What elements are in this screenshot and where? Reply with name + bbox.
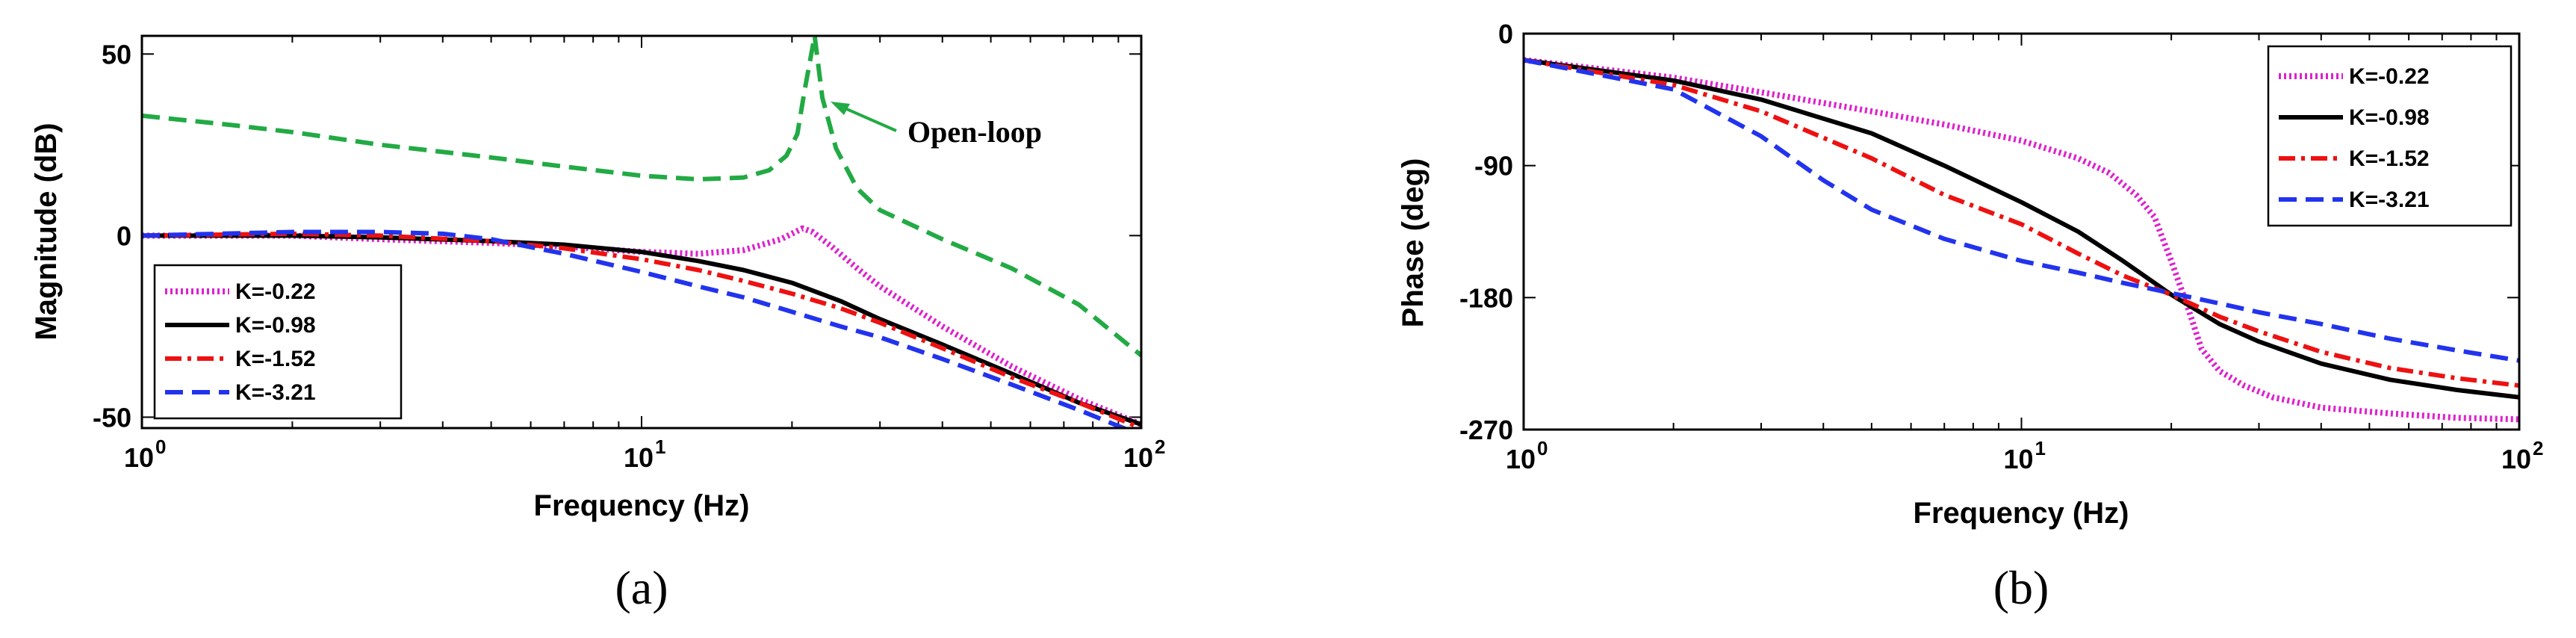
x-tick-label: 10 0 xyxy=(124,436,166,473)
legend-entry-k-321: K=-3.21 xyxy=(165,380,316,405)
x-tick-label: 10 2 xyxy=(2501,437,2543,474)
x-tick-label-base: 10 xyxy=(1506,444,1536,474)
x-tick-label-base: 10 xyxy=(2003,444,2033,474)
series-open-loop xyxy=(142,36,1141,358)
chart-a-frame xyxy=(140,34,1143,430)
chart-b-legend: K=-0.22 K=-0.98 K=-1.52 K=-3.21 xyxy=(2267,45,2513,227)
legend-entry-k-321: K=-3.21 xyxy=(2279,188,2430,212)
legend-entry-k-022: K=-0.22 xyxy=(2279,64,2430,89)
chart-a: 500-50 10 0 10 1 10 2 Frequency (Hz) Magnitud… xyxy=(30,34,1165,614)
legend-label-k-152: K=-1.52 xyxy=(235,347,316,371)
legend-label-k-321: K=-3.21 xyxy=(2349,188,2430,212)
chart-b-ylabel: Phase (deg) xyxy=(1397,158,1430,328)
x-tick-label: 10 2 xyxy=(1123,436,1165,473)
series-k-1-52 xyxy=(1524,58,2519,388)
x-tick-label-exponent: 0 xyxy=(155,436,166,458)
y-tick-label: 0 xyxy=(117,220,131,251)
x-tick-label: 10 1 xyxy=(2003,437,2045,474)
x-tick-label-exponent: 2 xyxy=(2533,437,2543,459)
chart-a-legend: K=-0.22 K=-0.98 K=-1.52 K=-3.21 xyxy=(153,264,403,420)
y-tick-label: 0 xyxy=(1498,19,1513,49)
series-k-0-98 xyxy=(142,233,1141,427)
legend-entry-k-022: K=-0.22 xyxy=(165,279,316,304)
series-k-0-98 xyxy=(1524,58,2519,400)
x-tick-label-base: 10 xyxy=(1123,442,1153,473)
chart-b-xlabel: Frequency (Hz) xyxy=(1914,497,2129,530)
chart-b-lines xyxy=(1524,57,2519,423)
x-tick-label: 10 0 xyxy=(1506,437,1548,474)
series-k-0-22 xyxy=(1524,57,2519,423)
chart-b-ytick-labels: 0 -90 -180 -270 xyxy=(1459,19,1513,445)
legend-label-k-152: K=-1.52 xyxy=(2349,146,2430,171)
chart-b: 0-90-180-270 10 0 10 1 10 2 Frequency (Hz) Ph… xyxy=(1397,19,2543,614)
x-tick-label-exponent: 1 xyxy=(655,436,665,458)
chart-b-frame xyxy=(1522,32,2521,431)
y-tick-label: -270 xyxy=(1459,415,1513,445)
x-tick-label-base: 10 xyxy=(2501,444,2531,474)
chart-a-ytick-labels: 50 0 -50 xyxy=(93,39,131,433)
x-tick-label-base: 10 xyxy=(624,442,654,473)
x-tick-label-exponent: 0 xyxy=(1537,437,1548,459)
annotation-arrowhead xyxy=(831,102,850,115)
y-tick-label: -90 xyxy=(1474,151,1513,182)
caption-b: (b) xyxy=(1993,561,2049,614)
series-k-3-21 xyxy=(1524,58,2519,363)
chart-b-xtick-labels: 10 0 10 1 10 2 xyxy=(1506,437,2543,474)
series-k-3-21 xyxy=(142,229,1130,428)
legend-label-k-098: K=-0.98 xyxy=(235,313,316,338)
chart-a-xlabel: Frequency (Hz) xyxy=(534,489,750,522)
caption-a: (a) xyxy=(615,561,668,614)
legend-label-k-022: K=-0.22 xyxy=(2349,64,2430,89)
legend-entry-k-098: K=-0.98 xyxy=(2279,105,2430,130)
x-tick-label-base: 10 xyxy=(124,442,154,473)
legend-label-k-098: K=-0.98 xyxy=(2349,105,2430,130)
legend-label-k-022: K=-0.22 xyxy=(235,279,316,304)
chart-a-lines xyxy=(142,36,1141,428)
legend-box xyxy=(2267,45,2513,227)
annotation-open-loop: Open-loop xyxy=(907,115,1042,149)
x-tick-label-exponent: 2 xyxy=(1155,436,1165,458)
x-tick-label: 10 1 xyxy=(624,436,665,473)
chart-a-ylabel: Magnitude (dB) xyxy=(30,123,63,340)
y-tick-label: -180 xyxy=(1459,282,1513,313)
legend-entry-k-098: K=-0.98 xyxy=(165,313,316,338)
legend-entry-k-152: K=-1.52 xyxy=(2279,146,2430,171)
chart-a-xtick-labels: 10 0 10 1 10 2 xyxy=(124,436,1165,473)
legend-entry-k-152: K=-1.52 xyxy=(165,347,316,371)
x-tick-label-exponent: 1 xyxy=(2035,437,2046,459)
y-tick-label: -50 xyxy=(93,402,131,433)
legend-label-k-321: K=-3.21 xyxy=(235,380,316,405)
y-tick-label: 50 xyxy=(102,39,131,69)
